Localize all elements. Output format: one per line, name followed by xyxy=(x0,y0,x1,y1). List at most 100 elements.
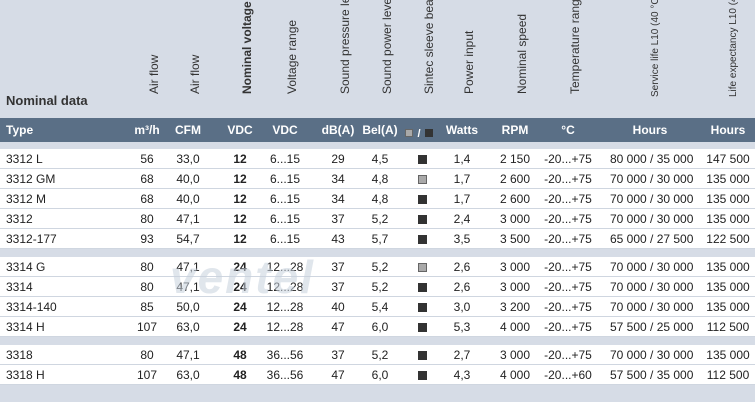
swl-cell: 5,2 xyxy=(371,212,389,226)
m3h-cell: 80 xyxy=(140,260,154,274)
swl-cell: 5,2 xyxy=(371,260,389,274)
vdc-cell: 24 xyxy=(233,320,247,334)
life-cell: 135 000 xyxy=(706,280,750,294)
bearing-cell xyxy=(382,368,462,382)
bearing-cell xyxy=(382,280,462,294)
m3h-cell: 80 xyxy=(140,348,154,362)
unit-voltage: VDC xyxy=(227,123,253,137)
bearing-cell xyxy=(382,320,462,334)
bearing-cell xyxy=(382,212,462,226)
ball-bearing-icon xyxy=(417,283,427,293)
unit-swl: Bel(A) xyxy=(362,123,398,137)
table-row: 3318 H 107 63,0 48 36...56 47 6,0 4,3 4 000 -20..… xyxy=(0,365,755,385)
ball-bearing-icon xyxy=(417,195,427,205)
swl-cell: 6,0 xyxy=(371,320,389,334)
type-cell: 3312 M xyxy=(6,192,47,206)
watts-cell: 3,5 xyxy=(453,232,471,246)
bearing-legend-slash: / xyxy=(417,128,421,140)
swl-cell: 4,8 xyxy=(371,192,389,206)
spl-cell: 34 xyxy=(331,192,345,206)
rpm-cell: 3 000 xyxy=(499,212,531,226)
vdc-cell: 48 xyxy=(233,368,247,382)
column-header-airflow_m3h: Air flow xyxy=(137,0,161,112)
service-cell: 70 000 / 30 000 xyxy=(610,348,694,362)
type-cell: 3314 G xyxy=(6,260,46,274)
service-cell: 70 000 / 30 000 xyxy=(610,212,694,226)
range-cell: 12...28 xyxy=(266,260,304,274)
type-cell: 3312 xyxy=(6,212,33,226)
type-cell: 3312-177 xyxy=(6,232,57,246)
unit-airflow_m3h: m³/h xyxy=(134,123,160,137)
life-cell: 135 000 xyxy=(706,212,750,226)
m3h-cell: 85 xyxy=(140,300,154,314)
range-cell: 6...15 xyxy=(269,172,301,186)
life-cell: 112 500 xyxy=(706,368,750,382)
range-cell: 12...28 xyxy=(266,320,304,334)
vdc-cell: 24 xyxy=(233,300,247,314)
watts-cell: 2,4 xyxy=(453,212,471,226)
ball-bearing-icon xyxy=(417,215,427,225)
table-row: 3312 80 47,1 12 6...15 37 5,2 2,4 3 000 -20...+75… xyxy=(0,209,755,229)
bearing-cell xyxy=(382,152,462,166)
sleeve-bearing-icon xyxy=(417,175,427,185)
column-header-swl: Sound power level xyxy=(370,0,394,112)
type-header: Type xyxy=(6,123,34,137)
spl-cell: 37 xyxy=(331,280,345,294)
watts-cell: 2,7 xyxy=(453,348,471,362)
temp-cell: -20...+60 xyxy=(544,368,592,382)
unit-input: Watts xyxy=(445,123,479,137)
cfm-cell: 40,0 xyxy=(176,192,200,206)
swl-cell: 5,4 xyxy=(371,300,389,314)
cfm-cell: 40,0 xyxy=(176,172,200,186)
column-header-label: Voltage range xyxy=(285,19,299,94)
swl-cell: 4,5 xyxy=(371,152,389,166)
ball-bearing-icon xyxy=(417,371,427,381)
column-header-label: Sound power level xyxy=(380,0,394,94)
table-row: 3312 GM 68 40,0 12 6...15 34 4,8 1,7 2 600 -20...… xyxy=(0,169,755,189)
type-cell: 3318 H xyxy=(6,368,45,382)
swl-cell: 4,8 xyxy=(371,172,389,186)
m3h-cell: 68 xyxy=(140,192,154,206)
spl-cell: 37 xyxy=(331,348,345,362)
watts-cell: 2,6 xyxy=(453,280,471,294)
range-cell: 6...15 xyxy=(269,152,301,166)
spl-cell: 43 xyxy=(331,232,345,246)
watts-cell: 2,6 xyxy=(453,260,471,274)
ball-bearing-icon xyxy=(417,235,427,245)
service-cell: 70 000 / 30 000 xyxy=(610,260,694,274)
units-row: Type m³/h CFM VDC VDC dB(A) Bel(A) Watts RPM °C H… xyxy=(0,118,755,142)
unit-speed: RPM xyxy=(501,123,529,137)
m3h-cell: 107 xyxy=(136,368,158,382)
column-header-life: Life expectancy L10 (40 °C) see P. 15 xyxy=(718,0,739,112)
service-cell: 70 000 / 30 000 xyxy=(610,172,694,186)
temp-cell: -20...+75 xyxy=(544,320,592,334)
column-header-input: Power input xyxy=(452,0,476,112)
vdc-cell: 12 xyxy=(233,152,247,166)
type-cell: 3314 H xyxy=(6,320,45,334)
table-row: 3314-140 85 50,0 24 12...28 40 5,4 3,0 3 200 -20.… xyxy=(0,297,755,317)
bearing-cell xyxy=(382,300,462,314)
type-cell: 3312 L xyxy=(6,152,43,166)
bearing-legend: / xyxy=(405,124,433,142)
temp-cell: -20...+75 xyxy=(544,300,592,314)
life-cell: 135 000 xyxy=(706,300,750,314)
rpm-cell: 3 000 xyxy=(499,348,531,362)
rpm-cell: 2 150 xyxy=(499,152,531,166)
table-row: 3314 G 80 47,1 24 12...28 37 5,2 2,6 3 000 -20...… xyxy=(0,257,755,277)
m3h-cell: 68 xyxy=(140,172,154,186)
column-header-label: Life expectancy L10 (40 °C) see P. 15 xyxy=(728,0,739,97)
cfm-cell: 63,0 xyxy=(176,368,200,382)
table-row: 3312 M 68 40,0 12 6...15 34 4,8 1,7 2 600 -20...+… xyxy=(0,189,755,209)
table-title: Nominal data xyxy=(6,93,88,108)
bearing-cell xyxy=(382,192,462,206)
column-header-label: Power input xyxy=(462,30,476,94)
sleeve-bearing-icon xyxy=(405,128,413,137)
temp-cell: -20...+75 xyxy=(544,212,592,226)
life-cell: 135 000 xyxy=(706,348,750,362)
column-header-label: Nominal speed xyxy=(515,13,529,94)
service-cell: 65 000 / 27 500 xyxy=(610,232,694,246)
rpm-cell: 3 200 xyxy=(499,300,531,314)
m3h-cell: 93 xyxy=(140,232,154,246)
service-cell: 70 000 / 30 000 xyxy=(610,280,694,294)
range-cell: 36...56 xyxy=(266,368,304,382)
